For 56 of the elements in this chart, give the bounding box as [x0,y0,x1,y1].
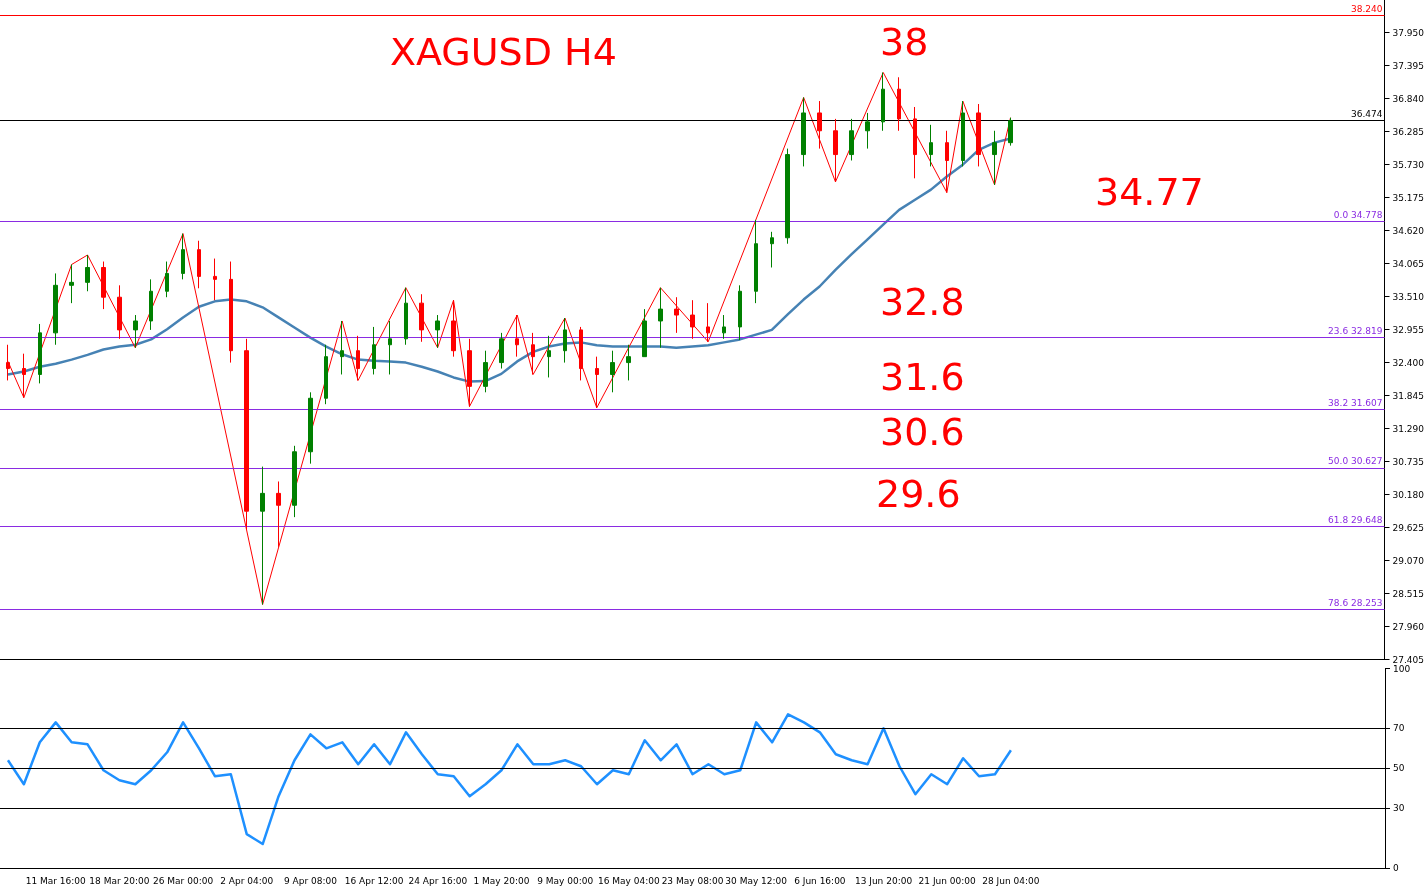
y-tick-label: 35.175 [1392,192,1425,203]
y-tick-label: 34.065 [1392,258,1425,269]
y-tick-label: 36.285 [1392,126,1425,137]
y-tick-label: 31.290 [1392,423,1425,434]
ref-line-label: 78.6 28.253 [1328,597,1383,608]
annotation: 29.6 [876,472,961,516]
y-tick-label: 50 [1393,763,1405,774]
y-tick-label: 31.845 [1392,390,1425,401]
y-tick-label: 33.510 [1392,291,1425,302]
x-tick-label: 2 Apr 04:00 [220,875,274,886]
y-tick-label: 100 [1393,663,1411,674]
x-tick-label: 24 Apr 16:00 [408,875,468,886]
x-tick-label: 13 Jun 20:00 [854,875,913,886]
y-tick-label: 29.070 [1392,555,1425,566]
y-tick-label: 32.955 [1392,324,1425,335]
y-tick-label: 32.400 [1392,357,1425,368]
ref-line-label: 61.8 29.648 [1328,514,1383,525]
y-tick-label: 30.180 [1392,489,1425,500]
ref-line-label: 23.6 32.819 [1328,326,1383,337]
x-tick-label: 28 Jun 04:00 [982,875,1040,886]
annotation: 32.8 [880,280,965,324]
y-tick-label: 37.395 [1392,60,1425,71]
y-tick-label: 29.625 [1392,522,1425,533]
y-tick-label: 35.730 [1392,159,1425,170]
ref-line-label: 50.0 30.627 [1328,456,1383,467]
y-tick-label: 27.960 [1392,621,1425,632]
x-tick-label: 30 May 12:00 [725,875,788,886]
x-tick-label: 11 Mar 16:00 [25,875,87,886]
x-tick-label: 9 Apr 08:00 [283,875,338,886]
x-tick-label: 21 Jun 00:00 [918,875,977,886]
x-tick-label: 18 Mar 20:00 [89,875,150,886]
y-tick-label: 36.840 [1392,93,1425,104]
x-tick-label: 26 Mar 00:00 [153,875,214,886]
y-tick-label: 28.515 [1392,588,1425,599]
y-tick-label: 30 [1393,803,1405,814]
ref-line-label: 36.474 [1351,109,1383,120]
x-tick-label: 6 Jun 16:00 [794,875,846,886]
annotation: 31.6 [880,355,965,399]
x-tick-label: 16 Apr 12:00 [344,875,404,886]
ref-line-label: 0.0 34.778 [1333,209,1383,220]
x-tick-label: 9 May 00:00 [537,875,594,886]
x-tick-label: 1 May 20:00 [473,875,530,886]
x-tick-label: 23 May 08:00 [661,875,724,886]
x-tick-label: 16 May 04:00 [597,875,660,886]
annotation: 30.6 [880,410,965,454]
ref-line-label: 38.240 [1351,3,1383,14]
annotation: 38 [880,20,929,64]
y-tick-label: 30.735 [1392,456,1425,467]
ref-line-label: 38.2 31.607 [1328,398,1383,409]
y-tick-label: 34.620 [1392,225,1425,236]
y-tick-label: 0 [1393,863,1399,873]
annotation: 34.77 [1095,170,1204,214]
y-tick-label: 37.950 [1392,27,1425,38]
y-tick-label: 27.405 [1392,654,1425,665]
text: XAGUSD H4 [390,30,617,74]
y-tick-label: 70 [1393,723,1405,734]
